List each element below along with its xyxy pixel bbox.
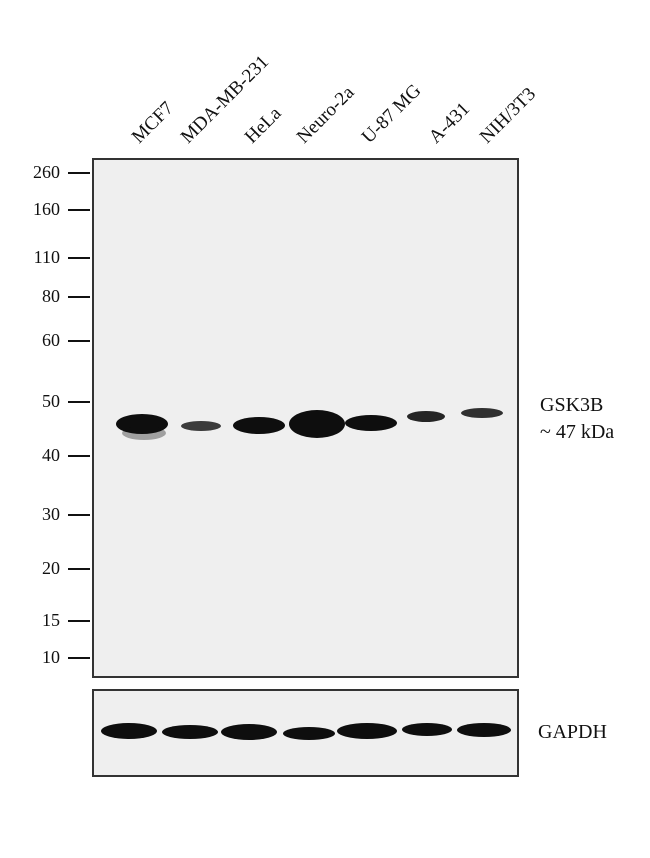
gsk3b-band (116, 414, 168, 434)
target-size-label: ~ 47 kDa (540, 421, 615, 443)
marker-label-20: 20 (42, 558, 60, 578)
lane-label-u87mg: U-87 MG (357, 80, 426, 148)
gsk3b-band-smear (122, 426, 166, 440)
gapdh-band (283, 727, 335, 740)
lane-label-hela: HeLa (240, 103, 286, 148)
marker-tick-50 (68, 401, 90, 403)
lane-label-a431: A-431 (424, 98, 475, 148)
gapdh-blot-membrane (92, 689, 519, 777)
marker-tick-10 (68, 657, 90, 659)
marker-label-160: 160 (33, 199, 60, 219)
marker-label-40: 40 (42, 445, 60, 465)
gsk3b-band (233, 417, 285, 434)
gsk3b-band (345, 415, 397, 431)
marker-tick-80 (68, 296, 90, 298)
marker-label-110: 110 (33, 247, 60, 267)
marker-tick-60 (68, 340, 90, 342)
gapdh-band (101, 723, 157, 739)
lane-label-mcf7: MCF7 (127, 97, 178, 148)
gsk3b-band (181, 421, 221, 431)
marker-tick-15 (68, 620, 90, 622)
marker-label-260: 260 (33, 162, 60, 182)
gapdh-band (457, 723, 511, 737)
lane-label-nih3t3: NIH/3T3 (475, 83, 540, 148)
marker-label-50: 50 (42, 391, 60, 411)
loading-control-label: GAPDH (538, 721, 607, 743)
marker-label-30: 30 (42, 504, 60, 524)
marker-label-15: 15 (42, 610, 60, 630)
gapdh-band (221, 724, 277, 740)
gapdh-band (402, 723, 452, 736)
marker-label-80: 80 (42, 286, 60, 306)
main-blot-membrane (92, 158, 519, 678)
marker-tick-30 (68, 514, 90, 516)
gapdh-band (337, 723, 397, 739)
gapdh-band (162, 725, 218, 739)
target-name-label: GSK3B (540, 394, 604, 416)
marker-tick-160 (68, 209, 90, 211)
marker-tick-40 (68, 455, 90, 457)
marker-tick-260 (68, 172, 90, 174)
marker-tick-20 (68, 568, 90, 570)
gsk3b-band (461, 408, 503, 418)
gsk3b-band (407, 411, 445, 422)
lane-label-neuro-2a: Neuro-2a (292, 82, 359, 148)
gsk3b-band (289, 410, 345, 438)
marker-label-60: 60 (42, 330, 60, 350)
marker-tick-110 (68, 257, 90, 259)
marker-label-10: 10 (42, 647, 60, 667)
